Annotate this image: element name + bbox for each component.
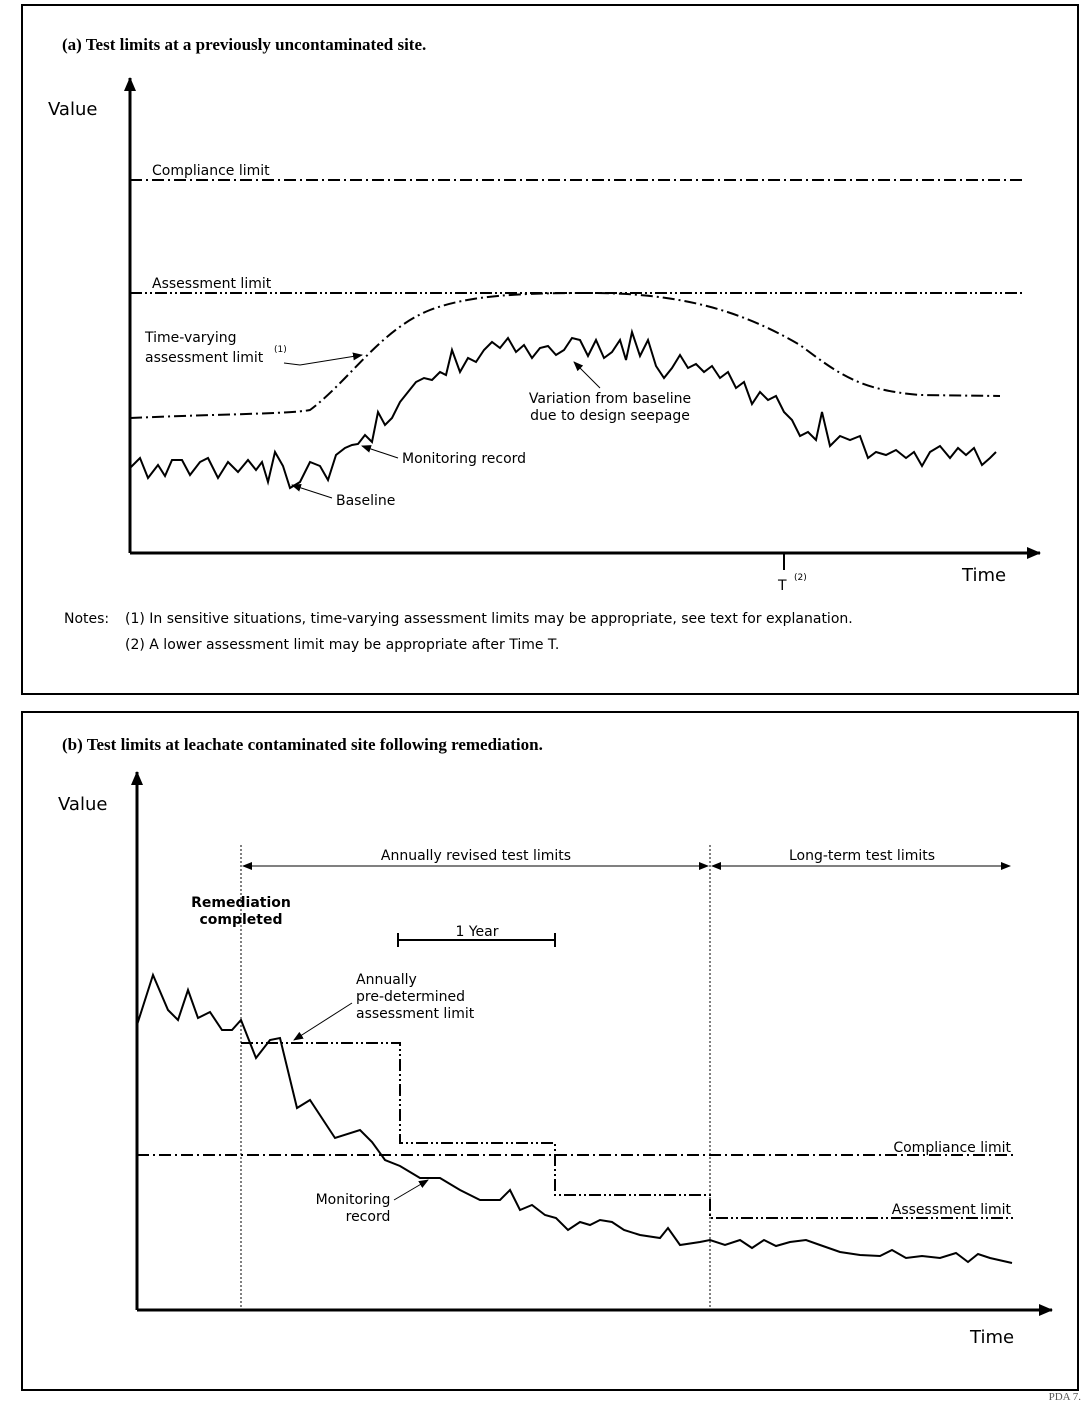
monitoring-curve [129, 328, 997, 490]
label: Compliance limit [152, 163, 270, 179]
label: record [346, 1209, 391, 1225]
label: Long-term test limits [789, 848, 935, 864]
label: Baseline [336, 493, 395, 509]
label: T [777, 578, 787, 594]
leader [283, 352, 363, 366]
x-axis-label: Time [969, 1327, 1014, 1348]
year-bracket [397, 933, 556, 947]
monitoring-curve [136, 972, 1013, 1264]
label: Remediation [191, 895, 291, 911]
x-axis-label: Time [961, 565, 1006, 586]
assessment-step [241, 1042, 1013, 1219]
footer: PDA 7. [1049, 1391, 1082, 1403]
footnote-mark: (2) [794, 573, 807, 583]
label: completed [199, 912, 282, 928]
label: Monitoring [316, 1192, 391, 1208]
label: Variation from baseline [529, 391, 691, 407]
panel-a-frame [21, 4, 1079, 695]
label: Assessment limit [152, 276, 272, 292]
label: assessment limit [145, 350, 264, 366]
leader [293, 1002, 353, 1041]
note: (2) A lower assessment limit may be appr… [125, 637, 559, 653]
panel-title: (a) Test limits at a previously uncontam… [62, 35, 426, 54]
label: pre-determined [356, 989, 465, 1005]
label: due to design seepage [530, 408, 690, 424]
label: assessment limit [356, 1006, 475, 1022]
y-axis-label: Value [48, 99, 97, 120]
leader [291, 483, 333, 499]
label: Annually revised test limits [381, 848, 571, 864]
notes-label: Notes: [64, 611, 109, 627]
panel-title: (b) Test limits at leachate contaminated… [62, 735, 543, 754]
footnote-mark: (1) [274, 345, 287, 355]
label: 1 Year [456, 924, 499, 940]
label: Assessment limit [892, 1202, 1012, 1218]
leader [393, 1179, 429, 1201]
time-varying-curve [129, 291, 1001, 419]
label: Compliance limit [893, 1140, 1011, 1156]
leader [361, 445, 399, 459]
label: Monitoring record [402, 451, 526, 467]
label: Time-varying [144, 330, 237, 346]
note: (1) In sensitive situations, time-varyin… [125, 611, 853, 627]
y-axis-label: Value [58, 794, 107, 815]
leader [573, 361, 601, 389]
label: Annually [356, 972, 417, 988]
panel-b-frame [21, 711, 1079, 1391]
